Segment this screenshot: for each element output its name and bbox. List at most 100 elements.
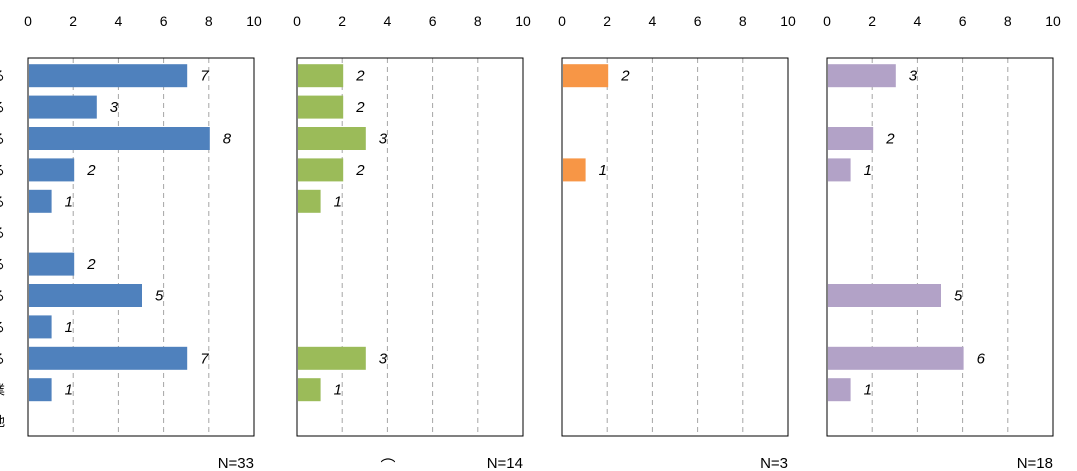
data-label: 2 xyxy=(355,99,365,116)
tick-label: 6 xyxy=(160,13,168,29)
category-label: る xyxy=(0,100,5,115)
tick-label: 8 xyxy=(739,13,747,29)
data-label: 3 xyxy=(379,350,388,367)
data-label: 2 xyxy=(355,68,365,85)
bar xyxy=(828,127,874,150)
bar xyxy=(563,158,586,182)
bar xyxy=(298,378,321,402)
bar xyxy=(298,64,344,88)
tick-label: 8 xyxy=(474,13,482,29)
plot-frame xyxy=(27,57,255,437)
data-label: 2 xyxy=(355,162,365,179)
tick-label: 4 xyxy=(115,13,123,29)
data-label: 5 xyxy=(954,288,963,305)
data-label: 2 xyxy=(885,131,895,148)
bar xyxy=(29,95,97,119)
bar xyxy=(29,346,188,370)
bar xyxy=(298,127,366,150)
category-label: 業 xyxy=(0,383,5,398)
bar xyxy=(29,158,75,182)
chart-panel-3: 0 2 4 6 8 10 2 1 N=3 xyxy=(558,13,796,471)
data-label: 1 xyxy=(334,382,342,399)
bar xyxy=(298,158,344,182)
category-label: る xyxy=(0,69,5,84)
tick-label: 10 xyxy=(515,13,531,29)
data-label: 8 xyxy=(223,131,232,148)
tick-label: 2 xyxy=(338,13,346,29)
tick-label: 0 xyxy=(558,13,566,29)
tick-label: 6 xyxy=(429,13,437,29)
bar xyxy=(298,95,344,119)
bar xyxy=(563,64,609,88)
tick-label: 2 xyxy=(69,13,77,29)
data-label: 3 xyxy=(909,68,918,85)
data-label: 7 xyxy=(200,350,209,367)
bar xyxy=(29,252,75,276)
tick-label: 0 xyxy=(823,13,831,29)
data-label: 1 xyxy=(65,319,73,336)
n-label: N=18 xyxy=(1017,455,1053,471)
category-label: 他 xyxy=(0,414,5,429)
n-label: N=14 xyxy=(487,455,523,471)
data-label: 2 xyxy=(86,162,96,179)
data-label: 7 xyxy=(200,68,209,85)
category-label: る xyxy=(0,226,5,241)
category-label: る xyxy=(0,257,5,272)
data-label: 1 xyxy=(864,382,872,399)
tick-label: 2 xyxy=(868,13,876,29)
tick-label: 6 xyxy=(694,13,702,29)
tick-label: 10 xyxy=(246,13,262,29)
bar xyxy=(298,346,366,370)
tick-label: 8 xyxy=(205,13,213,29)
bar xyxy=(29,127,210,150)
bar xyxy=(828,284,941,307)
bar xyxy=(298,189,321,213)
n-label: N=33 xyxy=(218,455,254,471)
data-label: 2 xyxy=(86,256,96,273)
data-label: 1 xyxy=(864,162,872,179)
n-label: N=3 xyxy=(760,455,788,471)
tick-label: 4 xyxy=(384,13,392,29)
tick-label: 8 xyxy=(1004,13,1012,29)
tick-label: 4 xyxy=(649,13,657,29)
category-labels: るるるるるるるるるる業他 xyxy=(0,69,5,429)
data-label: 5 xyxy=(155,288,164,305)
bar xyxy=(29,189,52,213)
data-label: 6 xyxy=(977,350,986,367)
category-label: る xyxy=(0,194,5,209)
footer-glyph: ⌒ xyxy=(380,458,395,471)
plot-frame xyxy=(296,57,524,437)
data-label: 3 xyxy=(110,99,119,116)
data-label: 2 xyxy=(620,68,630,85)
data-label: 1 xyxy=(599,162,607,179)
category-label: る xyxy=(0,289,5,304)
category-label: る xyxy=(0,320,5,335)
category-label: る xyxy=(0,132,5,147)
data-label: 1 xyxy=(65,193,73,210)
tick-label: 2 xyxy=(603,13,611,29)
bar xyxy=(828,158,851,182)
tick-label: 10 xyxy=(780,13,796,29)
bar xyxy=(29,284,142,307)
bar xyxy=(29,64,188,88)
bar xyxy=(828,346,964,370)
bar xyxy=(29,378,52,402)
tick-label: 10 xyxy=(1045,13,1061,29)
tick-label: 4 xyxy=(914,13,922,29)
plot-frame xyxy=(826,57,1054,437)
data-label: 3 xyxy=(379,131,388,148)
tick-label: 0 xyxy=(293,13,301,29)
tick-label: 0 xyxy=(24,13,32,29)
category-label: る xyxy=(0,351,5,366)
bar xyxy=(29,315,52,339)
data-label: 1 xyxy=(65,382,73,399)
bar xyxy=(828,64,896,88)
data-label: 1 xyxy=(334,193,342,210)
tick-label: 6 xyxy=(959,13,967,29)
bar xyxy=(828,378,851,402)
